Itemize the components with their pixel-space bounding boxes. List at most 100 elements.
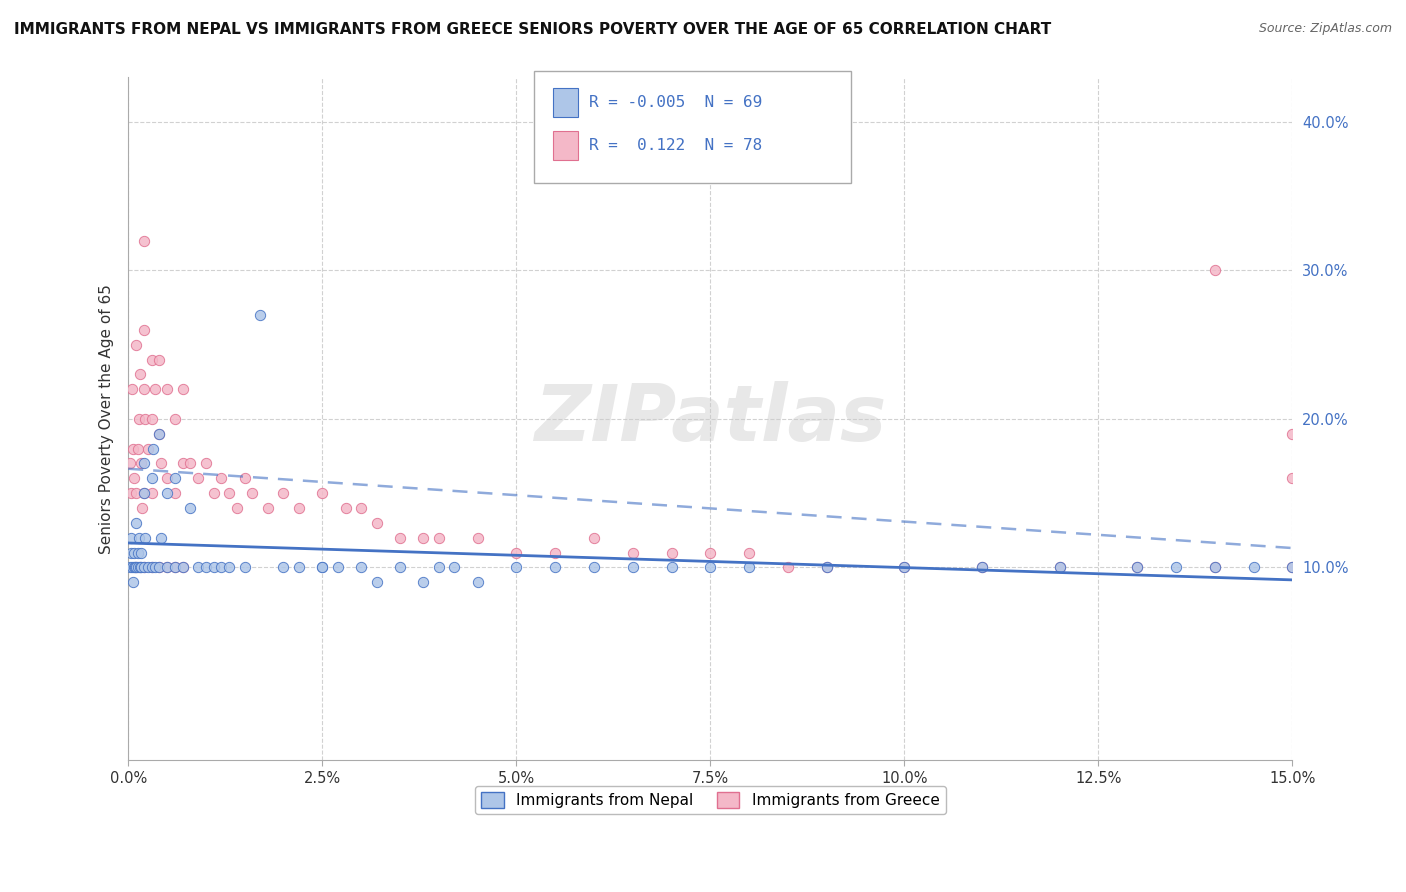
Point [148, 560, 170, 574]
Point [202, 560, 225, 574]
Point [134, 412, 156, 426]
Point [128, 560, 150, 574]
Legend: Immigrants from Nepal, Immigrants from Greece: Immigrants from Nepal, Immigrants from G… [475, 786, 946, 814]
Point [621, 560, 644, 574]
Point [127, 560, 149, 574]
Point [141, 352, 163, 367]
Point [172, 560, 194, 574]
Point [132, 560, 155, 574]
Point [1164, 560, 1187, 574]
Point [128, 531, 150, 545]
Point [128, 368, 150, 382]
Point [125, 486, 148, 500]
Point [122, 442, 145, 456]
Text: R = -0.005  N = 69: R = -0.005 N = 69 [589, 95, 762, 110]
Point [249, 308, 271, 322]
Point [1281, 426, 1303, 441]
Point [412, 531, 434, 545]
Point [776, 560, 799, 574]
Point [738, 545, 761, 559]
Point [335, 500, 357, 515]
Point [127, 545, 149, 559]
Point [582, 560, 605, 574]
Text: IMMIGRANTS FROM NEPAL VS IMMIGRANTS FROM GREECE SENIORS POVERTY OVER THE AGE OF : IMMIGRANTS FROM NEPAL VS IMMIGRANTS FROM… [14, 22, 1052, 37]
Point [132, 486, 155, 500]
Point [225, 500, 247, 515]
Point [412, 575, 434, 590]
Point [427, 560, 450, 574]
Point [148, 352, 170, 367]
Point [738, 560, 761, 574]
Point [131, 560, 153, 574]
Point [699, 545, 721, 559]
Point [893, 560, 915, 574]
Point [122, 575, 145, 590]
Point [136, 560, 159, 574]
Point [132, 457, 155, 471]
Point [187, 471, 209, 485]
Point [156, 382, 179, 396]
Point [311, 486, 333, 500]
Point [141, 486, 163, 500]
Point [273, 560, 295, 574]
Text: R =  0.122  N = 78: R = 0.122 N = 78 [589, 138, 762, 153]
Point [121, 560, 143, 574]
Point [505, 545, 527, 559]
Point [427, 531, 450, 545]
Point [1049, 560, 1071, 574]
Point [699, 560, 721, 574]
Point [326, 560, 349, 574]
Point [156, 560, 179, 574]
Y-axis label: Seniors Poverty Over the Age of 65: Seniors Poverty Over the Age of 65 [100, 284, 114, 554]
Point [815, 560, 838, 574]
Point [443, 560, 465, 574]
Point [1243, 560, 1265, 574]
Point [132, 486, 155, 500]
Point [350, 500, 373, 515]
Point [163, 486, 186, 500]
Point [118, 457, 141, 471]
Point [1049, 560, 1071, 574]
Point [179, 500, 201, 515]
Point [1281, 560, 1303, 574]
Point [141, 412, 163, 426]
Point [172, 382, 194, 396]
Point [142, 442, 165, 456]
Point [288, 500, 311, 515]
Point [132, 323, 155, 337]
Point [128, 560, 150, 574]
Point [388, 531, 411, 545]
Point [129, 457, 152, 471]
Point [582, 531, 605, 545]
Point [209, 471, 232, 485]
Point [288, 560, 311, 574]
Point [141, 560, 163, 574]
Point [120, 531, 142, 545]
Point [311, 560, 333, 574]
Point [273, 486, 295, 500]
Point [125, 560, 148, 574]
Point [202, 486, 225, 500]
Point [125, 337, 148, 351]
Point [233, 471, 256, 485]
Point [815, 560, 838, 574]
Point [467, 531, 489, 545]
Point [124, 471, 146, 485]
Point [148, 426, 170, 441]
Point [544, 560, 567, 574]
Point [118, 560, 141, 574]
Point [467, 575, 489, 590]
Point [132, 560, 155, 574]
Point [179, 457, 201, 471]
Point [156, 560, 179, 574]
Point [187, 560, 209, 574]
Point [1126, 560, 1149, 574]
Point [132, 382, 155, 396]
Point [127, 442, 149, 456]
Point [141, 560, 163, 574]
Point [156, 486, 179, 500]
Point [194, 560, 217, 574]
Point [172, 457, 194, 471]
Point [505, 560, 527, 574]
Point [366, 575, 388, 590]
